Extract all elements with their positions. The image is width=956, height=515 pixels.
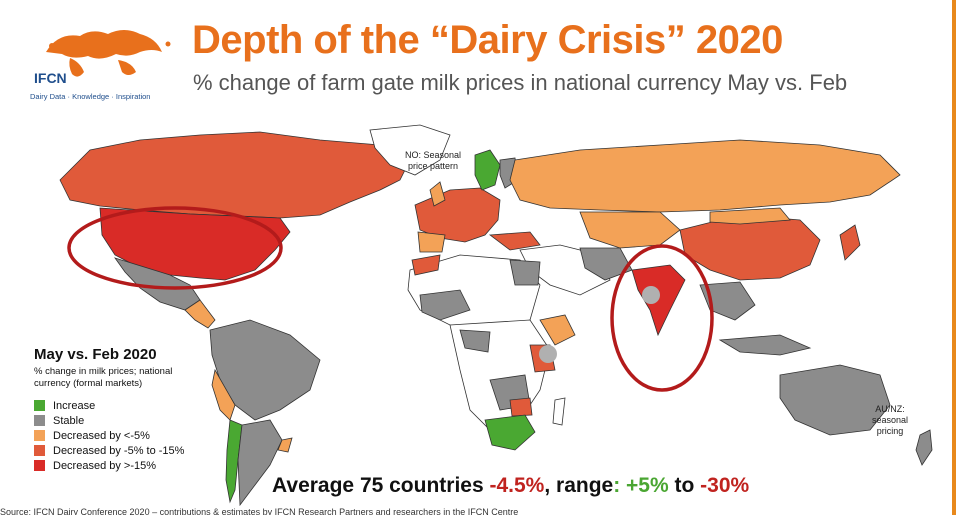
norway-note: NO: Seasonal price pattern: [405, 150, 461, 172]
kenya-marker: [539, 345, 557, 363]
region-ethiopia: [539, 314, 576, 346]
legend-label: Decreased by >-15%: [53, 459, 157, 472]
page-title: Depth of the “Dairy Crisis” 2020: [192, 18, 783, 62]
legend-label: Decreased by <-5%: [53, 429, 150, 442]
legend-item-decrease-medium: Decreased by -5% to -15%: [34, 443, 224, 458]
region-peru: [211, 368, 236, 421]
region-iran: [579, 247, 633, 281]
region-mongolia: [709, 207, 791, 225]
aunz-note: AU/NZ: seasonal pricing: [872, 404, 908, 437]
summary-prefix: Average 75 countries: [272, 474, 490, 497]
logo-tagline: Dairy Data · Knowledge · Inspiration: [30, 92, 151, 101]
ifcn-logo-icon: [46, 30, 171, 77]
region-scandinavia: [474, 149, 501, 191]
summary-range-high: +5%: [626, 474, 669, 497]
region-southeast-asia: [699, 281, 756, 321]
region-central-asia: [579, 211, 681, 249]
region-indonesia: [718, 334, 812, 356]
region-uk: [429, 181, 446, 207]
india-marker: [642, 286, 660, 304]
region-south-america-north: [209, 319, 321, 421]
region-turkey: [488, 231, 541, 251]
legend-item-increase: Increase: [34, 398, 224, 413]
legend-item-stable: Stable: [34, 413, 224, 428]
average-summary: Average 75 countries -4.5%, range: +5% t…: [272, 474, 749, 498]
region-zambia: [509, 397, 533, 417]
legend-items: Increase Stable Decreased by <-5% Decrea…: [34, 398, 224, 473]
legend-swatch: [34, 460, 45, 471]
region-egypt: [509, 259, 541, 286]
usa-highlight: [67, 206, 283, 290]
region-australia: [779, 364, 891, 436]
aunz-note-line2: seasonal: [872, 415, 909, 425]
region-madagascar: [552, 397, 566, 426]
legend-subtitle: % change in milk prices; national curren…: [34, 366, 173, 389]
map-legend: May vs. Feb 2020 % change in milk prices…: [34, 346, 224, 473]
region-uruguay: [277, 437, 293, 453]
world-map: [59, 124, 933, 507]
summary-range-label: , range: [544, 474, 614, 497]
region-new-zealand: [915, 429, 933, 466]
legend-label: Decreased by -5% to -15%: [53, 444, 185, 457]
aunz-note-line1: AU/NZ:: [875, 404, 905, 414]
region-central-america: [184, 299, 216, 329]
region-argentina: [237, 419, 283, 507]
region-russia: [509, 139, 901, 213]
region-south-africa: [484, 414, 536, 451]
legend-swatch: [34, 430, 45, 441]
legend-item-decrease-small: Decreased by <-5%: [34, 428, 224, 443]
norway-note-line1: NO: Seasonal: [405, 150, 462, 160]
region-iberia: [417, 231, 446, 253]
summary-range-low: -30%: [700, 474, 750, 497]
accent-bar: [952, 0, 956, 515]
legend-title: May vs. Feb 2020: [34, 346, 157, 363]
summary-to: to: [668, 474, 701, 497]
page-subtitle: % change of farm gate milk prices in nat…: [193, 70, 848, 95]
region-greenland: [369, 124, 451, 176]
logo-name: IFCN: [34, 70, 67, 86]
summary-colon: :: [613, 474, 627, 497]
region-morocco: [411, 254, 441, 276]
summary-average: -4.5%: [489, 474, 545, 497]
norway-note-line2: price pattern: [408, 161, 459, 171]
source-note: Source: IFCN Dairy Conference 2020 – con…: [0, 507, 519, 515]
legend-item-decrease-large: Decreased by >-15%: [34, 458, 224, 473]
region-west-africa: [459, 329, 491, 353]
legend-label: Increase: [53, 399, 96, 412]
aunz-note-line3: pricing: [876, 426, 904, 436]
region-india: [631, 264, 686, 337]
region-canada: [59, 131, 411, 219]
legend-swatch: [34, 400, 45, 411]
legend-swatch: [34, 415, 45, 426]
region-usa: [99, 207, 291, 281]
region-sahel: [419, 289, 471, 321]
legend-swatch: [34, 445, 45, 456]
india-highlight: [610, 244, 714, 392]
legend-label: Stable: [53, 414, 85, 427]
region-japan: [839, 224, 861, 261]
